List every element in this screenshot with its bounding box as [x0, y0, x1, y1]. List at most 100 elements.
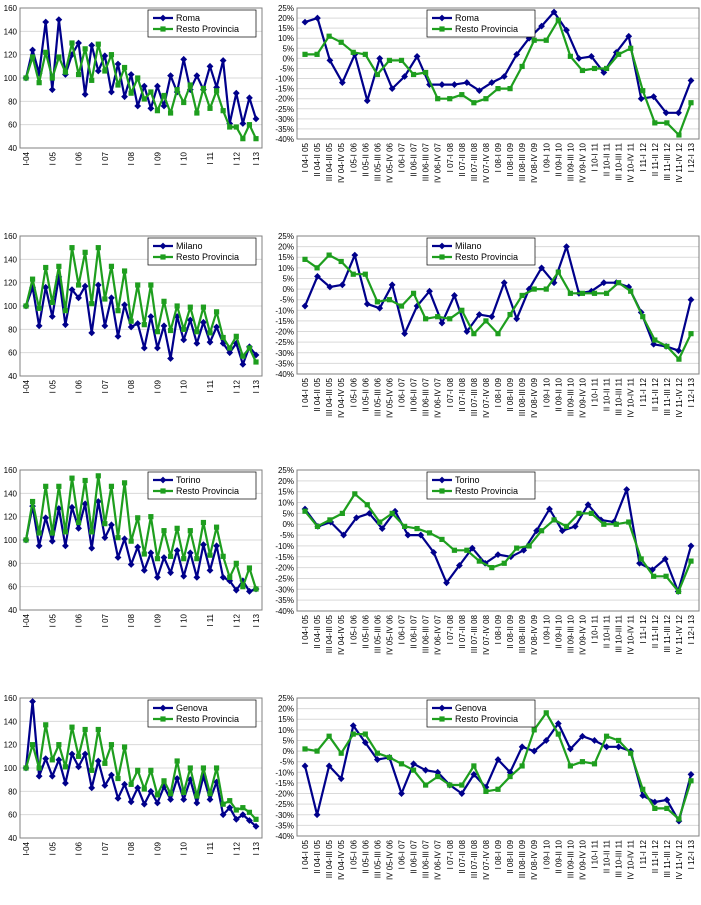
- data-point: [102, 521, 108, 527]
- x-tick-label: II 08-II 09: [506, 839, 515, 873]
- data-point: [147, 104, 155, 112]
- x-tick-label: I 05-I 06: [349, 142, 358, 172]
- data-point: [42, 755, 50, 763]
- x-tick-label: IV 07-IV 08: [482, 142, 491, 183]
- data-point: [501, 560, 507, 566]
- x-tick-label: III 04-III 05: [325, 377, 334, 416]
- y-tick-label: 160: [4, 232, 18, 241]
- x-tick-label: III 06-III 07: [422, 377, 431, 416]
- data-point: [88, 784, 96, 792]
- data-point: [160, 322, 168, 330]
- data-point: [180, 572, 188, 580]
- legend-label: Milano: [176, 241, 203, 251]
- data-point: [246, 809, 253, 815]
- data-point: [422, 766, 430, 774]
- data-point: [483, 788, 489, 795]
- data-point: [220, 334, 226, 341]
- data-point: [519, 763, 525, 769]
- data-point: [56, 483, 62, 489]
- data-point: [507, 773, 513, 780]
- x-tick-label: I 07: [101, 841, 110, 855]
- data-point: [114, 332, 122, 340]
- data-point: [398, 303, 405, 309]
- x-tick-label: I 09: [153, 379, 162, 393]
- legend-marker: [160, 254, 166, 260]
- data-point: [253, 816, 259, 822]
- x-tick-label: III 08-III 09: [518, 839, 527, 878]
- data-point: [687, 296, 695, 304]
- y-tick-label: 120: [4, 741, 18, 750]
- data-point: [338, 258, 344, 265]
- data-point: [301, 302, 309, 310]
- data-point: [663, 573, 669, 579]
- data-point: [525, 34, 533, 42]
- data-point: [326, 733, 332, 739]
- y-tick-label: 15%: [278, 715, 294, 724]
- x-tick-label: III 08-III 09: [518, 614, 527, 653]
- data-point: [489, 565, 495, 571]
- x-tick-label: IV 11-IV 12: [675, 614, 684, 654]
- x-tick-label: I-04: [22, 613, 31, 627]
- data-point: [233, 333, 239, 339]
- data-point: [200, 765, 207, 771]
- data-point: [89, 77, 95, 83]
- data-point: [35, 542, 43, 550]
- y-tick-label: -10%: [275, 306, 294, 315]
- x-tick-label: IV 07-IV 08: [482, 839, 491, 880]
- data-point: [127, 71, 135, 78]
- data-point: [538, 22, 545, 30]
- data-point: [115, 775, 121, 782]
- data-point: [600, 279, 608, 287]
- data-point: [402, 523, 408, 529]
- data-point: [591, 761, 598, 767]
- x-tick-label: II 09-II 10: [554, 839, 563, 873]
- data-point: [232, 815, 240, 823]
- y-tick-label: -20%: [275, 328, 294, 337]
- data-point: [563, 26, 570, 34]
- y-tick-label: -40%: [275, 832, 294, 841]
- x-tick-label: I 07: [101, 151, 110, 165]
- data-point: [662, 109, 670, 117]
- data-point: [140, 566, 148, 574]
- data-point: [676, 816, 682, 822]
- data-point: [404, 531, 412, 539]
- data-point: [438, 319, 446, 327]
- x-tick-label: II 08-II 09: [506, 142, 515, 176]
- data-point: [108, 742, 115, 748]
- legend-label: Resto Provincia: [455, 714, 518, 724]
- data-point: [471, 331, 477, 337]
- data-point: [42, 514, 50, 522]
- y-tick-label: -5%: [280, 64, 294, 73]
- data-point: [160, 554, 168, 561]
- data-point: [240, 136, 246, 142]
- x-tick-label: III 07-III 08: [470, 839, 479, 878]
- x-tick-label: IV 05-IV 06: [385, 839, 394, 880]
- data-point: [451, 81, 458, 88]
- data-point: [174, 303, 180, 309]
- x-tick-label: III 11-III 12: [663, 142, 672, 180]
- data-point: [102, 68, 108, 74]
- data-point: [664, 120, 670, 126]
- x-tick-label: I 11: [206, 613, 215, 626]
- data-point: [350, 731, 356, 737]
- y-tick-label: 15%: [278, 253, 294, 262]
- x-tick-label: IV 09-IV 10: [578, 142, 587, 183]
- data-point: [239, 360, 247, 368]
- x-tick-label: IV 07-IV 08: [482, 377, 491, 418]
- data-point: [676, 356, 682, 362]
- data-point: [625, 32, 633, 40]
- x-tick-label: I 11: [206, 379, 215, 392]
- data-point: [530, 747, 538, 755]
- data-point: [160, 102, 168, 110]
- y-tick-label: -20%: [275, 790, 294, 799]
- legend-box: [147, 9, 257, 38]
- plot-area: [296, 697, 700, 837]
- data-point: [240, 353, 246, 359]
- y-tick-label: -25%: [275, 800, 294, 809]
- y-tick-label: 40: [8, 372, 17, 381]
- data-point: [200, 318, 207, 326]
- data-point: [488, 313, 496, 321]
- x-tick-label: I 09: [153, 613, 162, 627]
- data-point: [174, 87, 180, 93]
